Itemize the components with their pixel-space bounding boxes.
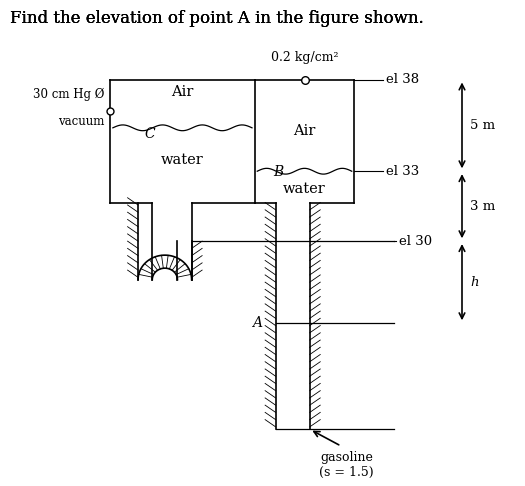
Text: B: B [273, 165, 284, 179]
Text: vacuum: vacuum [58, 115, 104, 128]
Text: el 30: el 30 [399, 235, 432, 248]
Text: Air: Air [171, 86, 194, 100]
Text: Find the elevation of point A in the figure shown.: Find the elevation of point A in the fig… [10, 10, 424, 27]
Text: h: h [470, 276, 478, 289]
Text: Find the elevation of point A in the figure shown.: Find the elevation of point A in the fig… [10, 10, 424, 27]
Text: 3 m: 3 m [470, 200, 495, 213]
Text: water: water [161, 153, 204, 167]
Text: 30 cm Hg Ø: 30 cm Hg Ø [33, 88, 104, 101]
Text: water: water [283, 182, 326, 196]
Text: Find the elevation of point A in the figure shown.: Find the elevation of point A in the fig… [10, 10, 424, 27]
Text: 0.2 kg/cm²: 0.2 kg/cm² [271, 51, 338, 64]
Text: Air: Air [293, 124, 316, 138]
Text: A: A [252, 316, 262, 330]
Text: 5 m: 5 m [470, 119, 495, 132]
Text: gasoline
(s = 1.5): gasoline (s = 1.5) [319, 451, 374, 479]
Text: C: C [144, 127, 155, 141]
Text: el 33: el 33 [386, 165, 419, 178]
Text: el 38: el 38 [386, 73, 419, 86]
